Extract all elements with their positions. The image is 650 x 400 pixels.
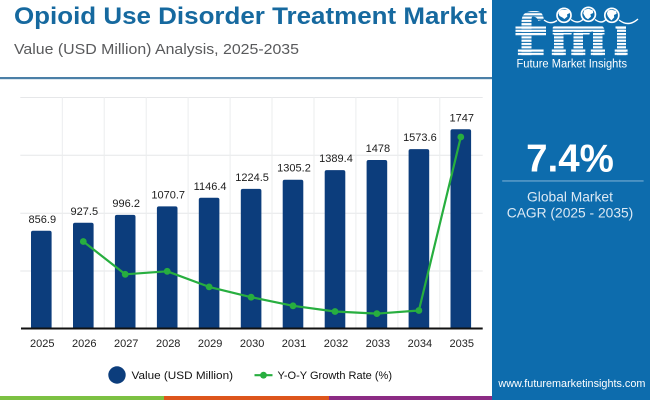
svg-text:2027: 2027 [114,338,138,350]
svg-text:2032: 2032 [324,338,348,350]
svg-text:1478: 1478 [366,143,390,155]
svg-text:1389.4: 1389.4 [319,153,353,165]
svg-text:1573.6: 1573.6 [403,132,437,144]
svg-text:CAGR (2025 - 2035): CAGR (2025 - 2035) [507,206,634,221]
svg-text:1305.2: 1305.2 [277,163,311,175]
svg-text:2025: 2025 [30,338,54,350]
svg-text:927.5: 927.5 [71,206,99,218]
svg-text:2035: 2035 [450,338,474,350]
svg-text:856.9: 856.9 [29,214,57,226]
svg-text:2030: 2030 [240,338,264,350]
svg-text:Value (USD Million): Value (USD Million) [132,370,234,382]
svg-text:Future Market Insights: Future Market Insights [517,59,628,71]
svg-text:Y-O-Y Growth Rate (%): Y-O-Y Growth Rate (%) [278,370,393,382]
svg-text:2028: 2028 [156,338,180,350]
svg-text:Global Market: Global Market [527,190,613,205]
svg-text:Opioid Use Disorder Treatment: Opioid Use Disorder Treatment Market [14,3,487,30]
svg-text:2034: 2034 [408,338,432,350]
svg-text:1747: 1747 [450,112,474,124]
svg-text:996.2: 996.2 [112,198,140,210]
svg-text:2033: 2033 [366,338,390,350]
svg-text:2029: 2029 [198,338,222,350]
svg-text:www.futuremarketinsights.com: www.futuremarketinsights.com [497,378,645,390]
svg-text:7.4%: 7.4% [526,138,614,181]
svg-text:1070.7: 1070.7 [151,189,185,201]
svg-text:2031: 2031 [282,338,306,350]
svg-text:1146.4: 1146.4 [194,181,227,193]
svg-text:Value (USD Million) Analysis,: Value (USD Million) Analysis, 2025-2035 [14,41,299,58]
svg-text:2026: 2026 [72,338,96,350]
svg-text:1224.5: 1224.5 [235,172,269,184]
